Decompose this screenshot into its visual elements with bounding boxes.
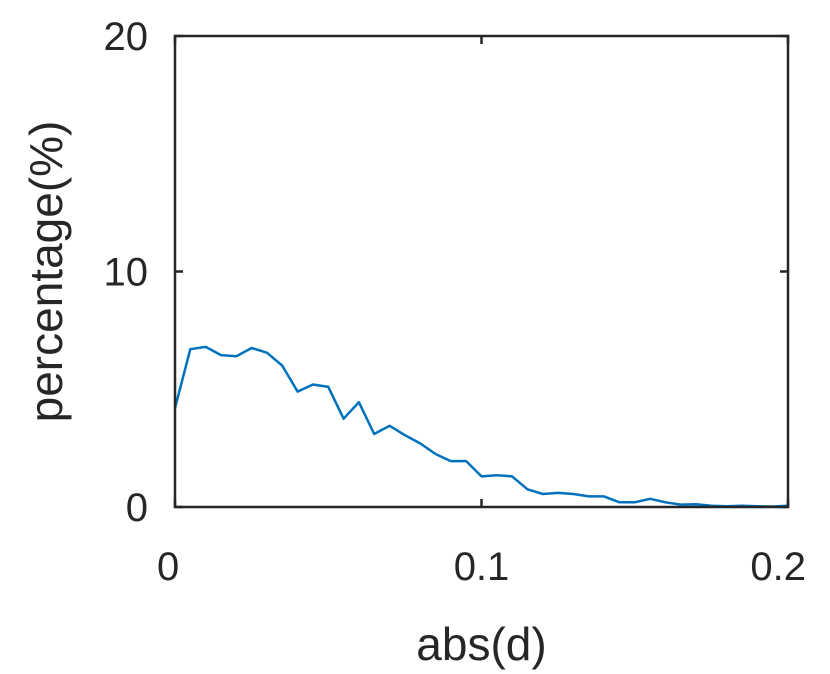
x-tick-label: 0.1 <box>454 545 510 589</box>
x-axis-label: abs(d) <box>416 618 546 670</box>
y-tick-label: 0 <box>126 486 148 530</box>
series-line <box>173 345 789 508</box>
x-tick-label: 0.2 <box>750 545 806 589</box>
axes-frame <box>173 34 790 509</box>
axis-ticks <box>173 34 790 509</box>
y-tick-label: 10 <box>104 251 149 295</box>
y-tick-label: 20 <box>104 15 149 59</box>
series-layer <box>173 345 789 508</box>
x-tick-label: 0 <box>157 545 179 589</box>
y-axis-label: percentage(%) <box>20 121 72 423</box>
tick-labels: 0 0.1 0.2 0 10 20 <box>104 15 807 589</box>
